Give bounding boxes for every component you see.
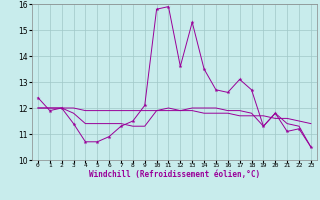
X-axis label: Windchill (Refroidissement éolien,°C): Windchill (Refroidissement éolien,°C) <box>89 170 260 179</box>
